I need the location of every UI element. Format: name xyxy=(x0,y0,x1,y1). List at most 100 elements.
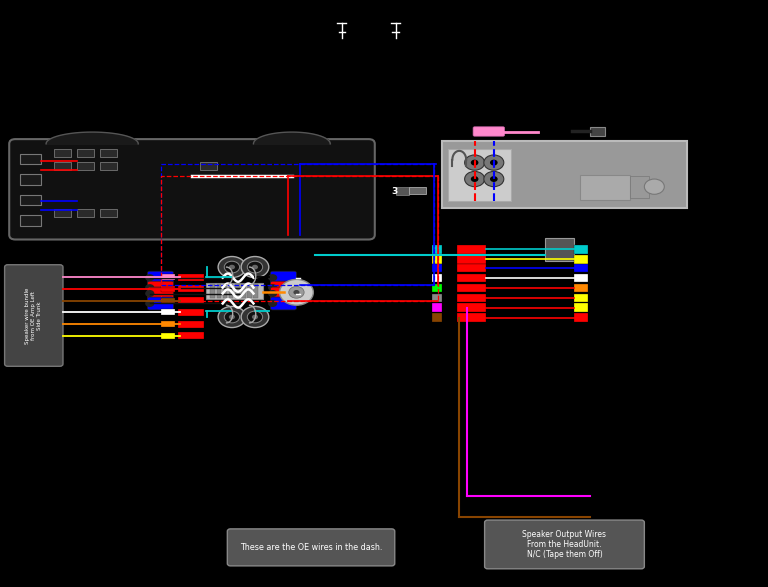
Circle shape xyxy=(218,257,246,278)
Circle shape xyxy=(268,284,277,291)
Circle shape xyxy=(465,155,485,170)
Bar xyxy=(178,285,204,292)
Bar xyxy=(432,264,442,272)
Bar xyxy=(178,297,204,304)
Bar xyxy=(20,174,41,185)
Bar xyxy=(161,286,175,292)
Circle shape xyxy=(268,290,277,297)
Bar xyxy=(457,284,486,292)
Bar xyxy=(229,284,233,298)
Bar xyxy=(210,284,215,298)
Bar xyxy=(100,162,117,170)
Bar xyxy=(20,154,41,164)
FancyBboxPatch shape xyxy=(270,281,296,294)
Circle shape xyxy=(145,284,154,291)
Bar xyxy=(178,274,204,281)
Bar xyxy=(432,255,442,264)
Circle shape xyxy=(490,176,498,182)
Circle shape xyxy=(145,274,154,281)
Bar xyxy=(77,149,94,157)
Circle shape xyxy=(247,261,263,273)
Circle shape xyxy=(268,300,277,307)
Bar xyxy=(20,195,41,205)
Circle shape xyxy=(280,279,313,305)
Bar xyxy=(396,187,409,195)
Bar xyxy=(574,245,588,254)
Bar xyxy=(241,284,246,298)
Bar xyxy=(253,284,258,298)
Bar xyxy=(432,245,442,254)
Bar xyxy=(457,245,486,254)
Bar xyxy=(574,255,588,264)
Bar xyxy=(432,284,442,292)
Circle shape xyxy=(268,274,277,281)
FancyBboxPatch shape xyxy=(270,297,296,310)
FancyBboxPatch shape xyxy=(147,297,174,310)
Bar xyxy=(77,209,94,217)
FancyBboxPatch shape xyxy=(473,127,505,136)
Bar xyxy=(432,294,442,302)
Circle shape xyxy=(289,286,304,298)
Bar xyxy=(457,255,486,264)
Bar xyxy=(54,149,71,157)
Bar xyxy=(574,274,588,282)
FancyBboxPatch shape xyxy=(270,287,296,300)
Circle shape xyxy=(241,257,269,278)
Bar xyxy=(574,264,588,272)
FancyBboxPatch shape xyxy=(485,520,644,569)
Circle shape xyxy=(224,311,240,323)
Circle shape xyxy=(293,290,300,295)
Bar xyxy=(200,162,217,170)
FancyBboxPatch shape xyxy=(270,271,296,284)
Bar xyxy=(457,274,486,282)
Circle shape xyxy=(471,176,478,182)
Circle shape xyxy=(247,311,263,323)
Bar xyxy=(432,274,442,282)
FancyBboxPatch shape xyxy=(227,529,395,566)
FancyBboxPatch shape xyxy=(9,139,375,239)
FancyBboxPatch shape xyxy=(147,271,174,284)
Circle shape xyxy=(229,265,235,269)
Bar xyxy=(161,309,175,315)
Bar xyxy=(247,284,252,298)
Circle shape xyxy=(224,261,240,273)
Circle shape xyxy=(490,160,498,166)
Bar xyxy=(432,303,442,312)
Bar xyxy=(223,284,227,298)
Bar xyxy=(457,313,486,322)
Bar xyxy=(574,303,588,312)
Bar xyxy=(54,162,71,170)
Bar xyxy=(590,127,605,136)
FancyBboxPatch shape xyxy=(147,287,174,300)
Bar xyxy=(54,209,71,217)
Circle shape xyxy=(241,306,269,328)
Bar xyxy=(161,298,175,303)
Circle shape xyxy=(145,290,154,297)
Bar xyxy=(217,284,221,298)
Bar xyxy=(448,149,511,201)
Bar xyxy=(161,274,175,280)
Circle shape xyxy=(218,306,246,328)
Bar xyxy=(178,321,204,328)
Bar xyxy=(442,141,687,208)
Bar xyxy=(178,332,204,339)
Bar xyxy=(77,162,94,170)
Bar xyxy=(545,238,574,261)
Text: Speaker wire bundle
from OE Amp Left
Side Trunk: Speaker wire bundle from OE Amp Left Sid… xyxy=(25,287,42,344)
Circle shape xyxy=(252,315,258,319)
Bar xyxy=(178,309,204,316)
Circle shape xyxy=(484,171,504,187)
Bar xyxy=(432,313,442,322)
Bar xyxy=(409,187,426,194)
Bar xyxy=(20,215,41,226)
Circle shape xyxy=(471,160,478,166)
Circle shape xyxy=(644,179,664,194)
Circle shape xyxy=(145,300,154,307)
Text: 3: 3 xyxy=(392,187,398,196)
Circle shape xyxy=(465,171,485,187)
Circle shape xyxy=(252,265,258,269)
Circle shape xyxy=(484,155,504,170)
FancyBboxPatch shape xyxy=(147,281,174,294)
Bar xyxy=(574,284,588,292)
Bar xyxy=(100,209,117,217)
